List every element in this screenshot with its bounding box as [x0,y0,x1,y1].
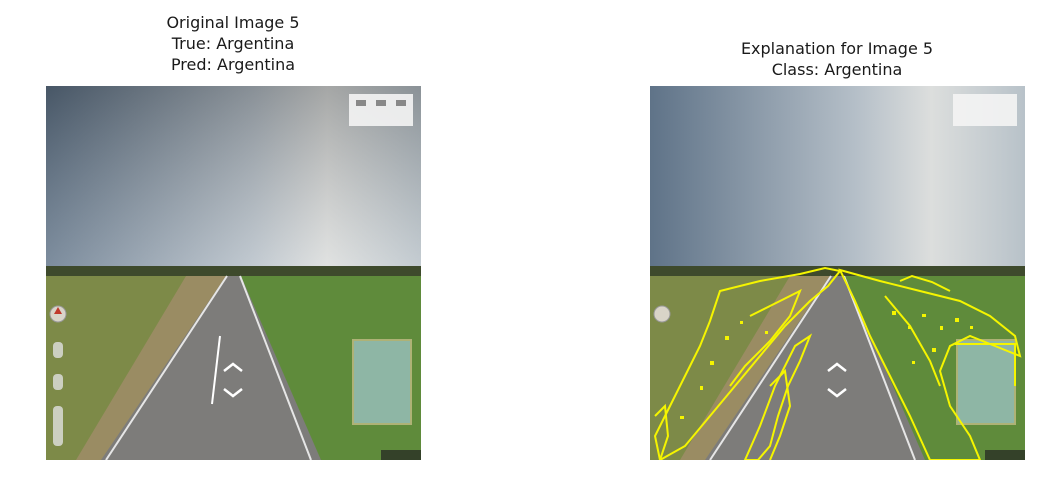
explanation-image-title: Explanation for Image 5 Class: Argentina [647,38,1027,80]
zoom-slider-icon[interactable] [53,406,63,446]
explanation-outlines [653,266,1022,460]
print-icon[interactable] [376,100,386,106]
compass-icon[interactable] [653,305,671,323]
outline-left-edge [654,403,670,460]
outline-right-inner [884,295,941,387]
original-street-view-image [46,86,421,460]
left-verge [680,276,830,460]
outline-left-region [653,266,842,460]
road [101,276,321,460]
pegman-icon[interactable] [53,374,63,390]
road-edge-left [105,275,228,460]
road-edge-right [239,275,312,460]
original-image-title: Original Image 5 True: Argentina Pred: A… [43,12,423,75]
outline-right-region [838,268,1022,460]
original-title-line-1: Original Image 5 [166,13,300,32]
chevron-up-icon[interactable] [223,362,243,372]
toolbar-icons[interactable] [349,94,413,126]
road [705,276,925,460]
watermark-bar [381,450,421,460]
explanation-speckles [680,311,973,419]
outline-left-inner [729,288,802,387]
outline-horizon [899,274,951,292]
original-title-line-2: True: Argentina [171,34,295,53]
street-view-scene [46,86,421,460]
outline-minimap-edge [955,343,1016,386]
minimap-inset[interactable] [352,339,412,425]
center-dash [211,335,221,405]
left-verge [76,276,226,460]
toolbar-icons[interactable] [953,94,1017,126]
explanation-street-view-image [650,86,1025,460]
road-edge-left [709,275,832,460]
zoom-control-icon[interactable] [53,342,63,358]
fullscreen-icon[interactable] [396,100,406,106]
explanation-title-line-2: Class: Argentina [771,60,903,79]
chevron-up-icon[interactable] [827,362,847,372]
chevron-down-icon[interactable] [223,388,243,398]
explanation-scene [650,86,1025,460]
original-title-line-3: Pred: Argentina [170,55,296,74]
road-edge-right [843,275,916,460]
link-icon[interactable] [356,100,366,106]
compass-needle [54,307,62,314]
chevron-down-icon[interactable] [827,388,847,398]
explanation-title-line-1: Explanation for Image 5 [740,39,934,58]
watermark-bar [985,450,1025,460]
outline-center-patch [743,333,813,460]
minimap-inset[interactable] [956,339,1016,425]
tree-line [46,266,421,276]
